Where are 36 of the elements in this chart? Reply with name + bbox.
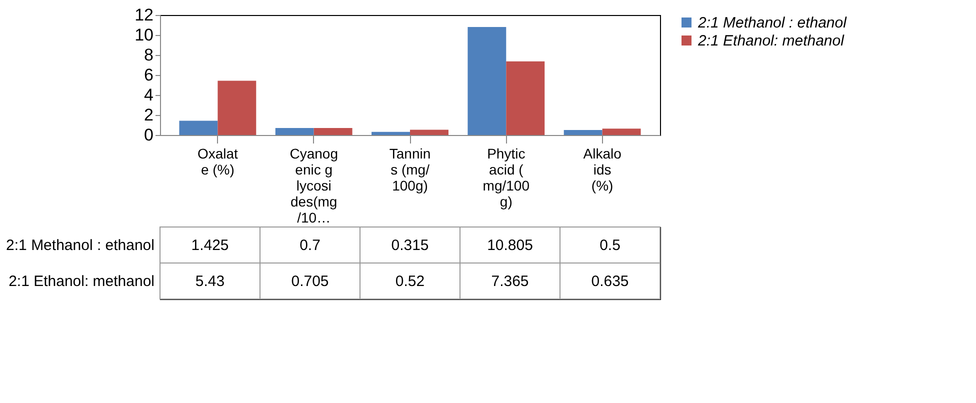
data-label: 1.425: [191, 237, 229, 254]
data-label: 0.635: [591, 273, 629, 290]
legend-label: 2:1 Methanol : ethanol: [697, 14, 848, 32]
data-label: 0.705: [291, 273, 329, 290]
bar: [275, 128, 314, 135]
y-tick-label: 2: [144, 106, 154, 124]
y-tick-label: 12: [134, 6, 154, 24]
y-tick-label: 10: [134, 26, 154, 44]
text: 2:1 Methanol : ethanol: [6, 237, 154, 254]
data-label: 5.43: [195, 273, 225, 290]
y-tick-label: 8: [144, 46, 154, 64]
x-tick-label: Phytic acid (mg/100g): [482, 146, 530, 210]
data-label: 0.7: [300, 237, 320, 254]
text: 2:1 Ethanol: methanol: [8, 273, 154, 290]
legend-label: 2:1 Ethanol: methanol: [697, 32, 845, 50]
y-tick-label: 0: [144, 126, 154, 144]
bar: [372, 132, 410, 135]
x-tick-label: Oxalate (%): [197, 146, 238, 178]
x-tick-label: Cyanogenic glycosides(mg/10…: [290, 146, 338, 226]
data-label: 7.365: [491, 273, 529, 290]
bar: [602, 128, 641, 135]
data-label: 0.52: [395, 273, 425, 290]
bar: [218, 80, 256, 135]
y-tick-label: 6: [144, 66, 154, 84]
data-label: 0.5: [600, 237, 620, 254]
data-label: 0.315: [391, 237, 429, 254]
bar: [564, 130, 602, 135]
bar: [179, 120, 218, 135]
data-label: 10.805: [487, 237, 533, 254]
bar: [410, 130, 448, 135]
bar: [314, 128, 352, 135]
bar: [506, 61, 545, 135]
x-tick-label: Alkaloids (%): [583, 146, 622, 194]
y-tick-label: 4: [144, 86, 154, 104]
x-tick-label: Tannins (mg/100g): [389, 146, 431, 194]
bar: [468, 26, 506, 135]
